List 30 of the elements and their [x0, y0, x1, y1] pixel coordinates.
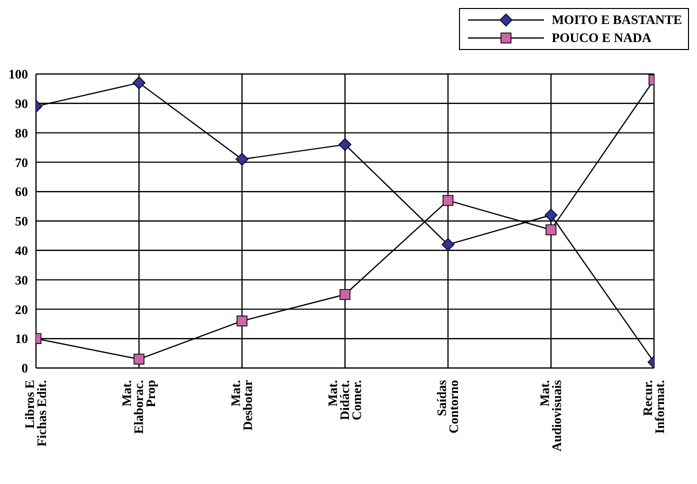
- point: [236, 316, 248, 326]
- y-tick-label: 80: [15, 125, 28, 140]
- y-tick-label: 0: [22, 360, 28, 376]
- point: [132, 76, 146, 90]
- x-tick-label: Mat. Didáct. Comer.: [325, 380, 364, 420]
- y-tick-label: 10: [15, 331, 28, 346]
- y-tick-label: 30: [15, 272, 28, 288]
- text: POUCO E NADA: [552, 30, 652, 46]
- x-tick-label: Recur. Informat.: [640, 380, 667, 434]
- point: [442, 238, 454, 251]
- point: [546, 224, 556, 236]
- text: MOITO E BASTANTE: [552, 12, 682, 28]
- y-tick-label: 100: [8, 66, 28, 82]
- point: [134, 354, 144, 365]
- x-tick-label: Saídas Contorno: [434, 380, 461, 434]
- y-tick-label: 50: [15, 214, 28, 229]
- y-tick-label: 90: [15, 96, 28, 112]
- y-tick-label: 70: [15, 154, 28, 170]
- x-tick-label: Mat. Audiovisuais: [537, 380, 564, 452]
- y-tick-label: 60: [15, 184, 28, 200]
- point: [442, 195, 454, 206]
- point: [236, 152, 248, 166]
- point: [338, 138, 352, 151]
- x-tick-label: Libros E Fichas Edit.: [22, 380, 49, 446]
- y-tick-label: 20: [15, 302, 28, 317]
- y-tick-label: 40: [15, 243, 28, 258]
- x-tick-label: Mat. Elaborac. Prop: [119, 380, 158, 434]
- point: [340, 289, 350, 300]
- x-tick-label: Mat. Desbotar: [228, 380, 255, 431]
- point: [544, 208, 558, 222]
